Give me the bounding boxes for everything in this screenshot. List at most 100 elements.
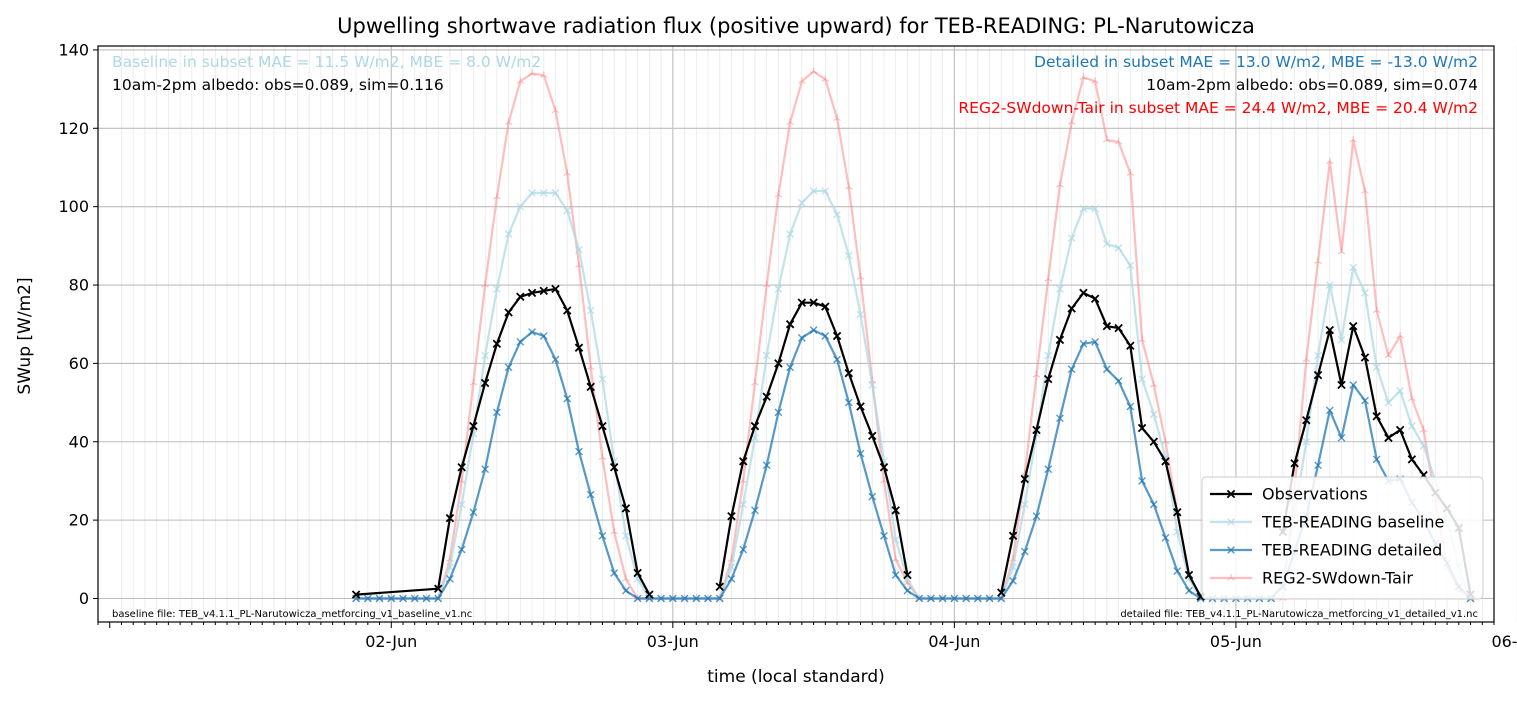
marker-stroke	[845, 186, 850, 190]
data-point	[1055, 335, 1065, 345]
marker-stroke	[563, 172, 568, 176]
marker-stroke	[1348, 321, 1358, 331]
marker-stroke	[1360, 353, 1370, 362]
y-tick-label: 40	[69, 432, 89, 451]
marker-stroke	[1173, 567, 1182, 575]
marker-stroke	[602, 456, 607, 460]
data-point	[785, 319, 795, 329]
data-point	[891, 555, 900, 562]
marker-stroke	[1185, 586, 1193, 595]
data-point	[1337, 433, 1346, 442]
data-point	[1032, 512, 1041, 521]
data-point	[457, 545, 466, 554]
data-point	[363, 594, 372, 603]
marker-stroke	[1372, 455, 1381, 464]
data-point	[633, 594, 642, 603]
data-point	[891, 535, 900, 544]
marker-stroke	[1102, 321, 1112, 331]
marker-stroke	[1399, 335, 1404, 339]
marker-stroke	[1349, 263, 1358, 272]
marker-stroke	[1184, 570, 1194, 580]
data-point	[1091, 337, 1100, 346]
marker-stroke	[1349, 381, 1358, 389]
marker-stroke	[1083, 76, 1088, 80]
marker-stroke	[1126, 261, 1135, 270]
data-point	[1396, 331, 1404, 339]
marker-stroke	[738, 457, 748, 466]
data-point	[1079, 73, 1088, 80]
marker-stroke	[551, 355, 560, 364]
data-point	[1126, 261, 1135, 270]
marker-stroke	[1020, 500, 1029, 509]
data-point	[797, 198, 806, 207]
data-point	[1349, 263, 1358, 272]
marker-stroke	[1314, 461, 1322, 470]
legend-label: TEB-READING baseline	[1261, 513, 1444, 532]
marker-stroke	[575, 245, 583, 254]
data-point	[457, 462, 466, 472]
marker-stroke	[821, 332, 830, 340]
data-point	[1161, 533, 1170, 542]
data-point	[469, 421, 478, 431]
marker-stroke	[1419, 441, 1428, 450]
marker-stroke	[625, 578, 630, 582]
data-point	[751, 378, 759, 386]
marker-stroke	[1302, 358, 1307, 362]
data-point	[973, 594, 982, 603]
data-point	[539, 286, 549, 296]
marker-stroke	[1149, 410, 1158, 419]
marker-stroke	[903, 570, 912, 580]
data-point	[1114, 377, 1123, 385]
marker-stroke	[555, 110, 560, 114]
marker-stroke	[563, 394, 572, 403]
data-point	[563, 206, 572, 215]
marker-stroke	[1059, 184, 1064, 188]
marker-stroke	[492, 285, 501, 293]
chart-title: Upwelling shortwave radiation flux (posi…	[337, 14, 1255, 38]
marker-stroke	[586, 306, 595, 315]
marker-stroke	[739, 500, 748, 509]
marker-stroke	[1032, 425, 1041, 435]
marker-stroke	[481, 465, 490, 474]
marker-stroke	[938, 594, 947, 603]
data-point	[516, 292, 525, 302]
marker-stroke	[1423, 429, 1428, 433]
data-point	[1314, 351, 1322, 360]
marker-stroke	[469, 421, 478, 431]
marker-stroke	[797, 298, 807, 307]
marker-stroke	[1388, 355, 1393, 359]
marker-stroke	[621, 504, 631, 513]
marker-stroke	[492, 339, 502, 349]
data-point	[727, 563, 736, 572]
data-point	[399, 594, 407, 603]
marker-stroke	[1149, 437, 1159, 446]
data-point	[598, 531, 607, 540]
marker-stroke	[797, 198, 806, 207]
data-point	[1396, 386, 1405, 395]
marker-stroke	[610, 531, 615, 535]
y-axis-ticks: 0 20 40 60 80 100 120 140	[58, 40, 98, 608]
marker-stroke	[950, 594, 959, 603]
marker-stroke	[445, 513, 455, 523]
data-point	[727, 511, 736, 521]
data-point	[1009, 563, 1017, 572]
marker-stroke	[727, 575, 736, 583]
marker-stroke	[1173, 508, 1182, 517]
data-point	[844, 398, 853, 407]
data-point	[1009, 576, 1017, 585]
marker-stroke	[1141, 339, 1146, 343]
data-point	[481, 281, 489, 288]
data-point	[1114, 323, 1123, 333]
marker-stroke	[985, 594, 994, 603]
marker-stroke	[1071, 121, 1076, 125]
marker-stroke	[1411, 398, 1416, 402]
marker-stroke	[1227, 518, 1235, 526]
marker-stroke	[1349, 139, 1354, 143]
marker-stroke	[1009, 558, 1014, 562]
data-point	[751, 506, 759, 515]
legend-label: Observations	[1262, 485, 1368, 504]
marker-stroke	[1372, 309, 1377, 314]
marker-stroke	[1150, 384, 1155, 388]
marker-stroke	[798, 80, 803, 84]
marker-stroke	[1337, 251, 1342, 255]
